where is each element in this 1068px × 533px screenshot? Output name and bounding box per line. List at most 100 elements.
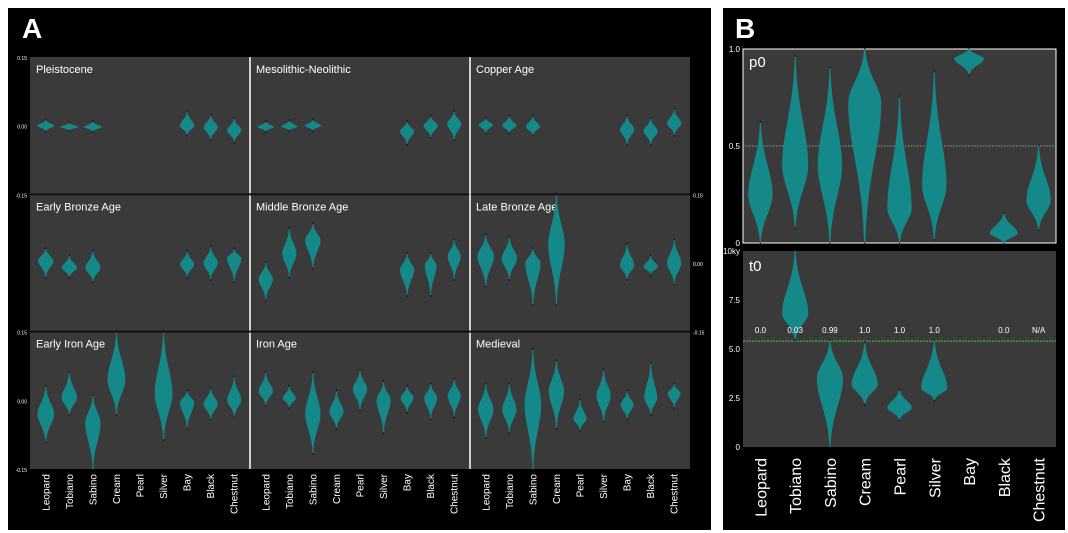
a-late-bronze-age-violin-bay bbox=[620, 244, 635, 279]
a-xlabel-silver: Silver bbox=[159, 473, 170, 499]
a-iron-age-violin-chestnut bbox=[447, 379, 461, 417]
a-pleistocene-violin-sabino bbox=[84, 122, 102, 132]
a-xlabel-leopard: Leopard bbox=[261, 474, 272, 511]
a-mesolithic-neolithic-violin-sabino bbox=[304, 120, 322, 131]
a-copper-age-violin-bay bbox=[620, 116, 635, 144]
a-copper-age-violin-leopard bbox=[478, 118, 493, 133]
subplot-title-middle-bronze-age: Middle Bronze Age bbox=[256, 201, 348, 213]
a-copper-age-violin-tobiano bbox=[502, 116, 517, 133]
t0-annotation-pearl: 1.0 bbox=[894, 326, 906, 335]
a-ytick-row2: 0.00 bbox=[693, 262, 703, 268]
b-xlabel-chestnut: Chestnut bbox=[1032, 457, 1049, 522]
a-copper-age-violin-sabino bbox=[525, 116, 540, 135]
subplot-title-iron-age: Iron Age bbox=[256, 339, 297, 351]
a-xlabel-chestnut: Chestnut bbox=[230, 474, 241, 514]
t0-annotation-black: 0.0 bbox=[998, 326, 1010, 335]
a-late-bronze-age-violin-cream bbox=[548, 194, 565, 305]
t0-ytick: 5.0 bbox=[729, 345, 741, 354]
a-early-iron-age-violin-cream bbox=[107, 331, 126, 415]
a-early-bronze-age-violin-sabino bbox=[85, 251, 101, 282]
a-medieval-violin-silver bbox=[596, 370, 611, 421]
b-xlabel-leopard: Leopard bbox=[753, 458, 770, 517]
a-xlabel-cream: Cream bbox=[112, 474, 123, 504]
subplot-title-mesolithic-neolithic: Mesolithic-Neolithic bbox=[256, 64, 351, 76]
a-pleistocene-violin-bay bbox=[180, 111, 195, 135]
a-pleistocene-violin-black bbox=[203, 115, 218, 140]
a-ytick-row1: 0.15 bbox=[17, 56, 27, 62]
a-early-iron-age-violin-sabino bbox=[85, 395, 101, 469]
a-xlabel-bay: Bay bbox=[623, 474, 634, 491]
a-xlabel-silver: Silver bbox=[599, 473, 610, 499]
a-medieval-violin-pearl bbox=[573, 400, 587, 431]
a-xlabel-black: Black bbox=[426, 473, 437, 498]
a-middle-bronze-age-violin-black bbox=[424, 253, 437, 295]
a-early-iron-age-violin-chestnut bbox=[227, 377, 242, 417]
a-xlabel-black: Black bbox=[646, 473, 657, 498]
a-ytick-row2: -0.15 bbox=[693, 331, 705, 337]
a-xlabel-black: Black bbox=[206, 473, 217, 498]
a-medieval-violin-chestnut bbox=[667, 384, 681, 408]
p0-violin-chestnut bbox=[1026, 146, 1051, 230]
p0-violin-bay bbox=[954, 49, 984, 75]
a-xlabel-bay: Bay bbox=[183, 474, 194, 491]
a-xlabel-tobiano: Tobiano bbox=[285, 474, 296, 509]
a-medieval-violin-cream bbox=[548, 361, 565, 428]
a-middle-bronze-age-violin-sabino bbox=[305, 224, 321, 268]
a-xlabel-cream: Cream bbox=[552, 474, 563, 504]
a-medieval-violin-bay bbox=[620, 391, 634, 419]
a-xlabel-chestnut: Chestnut bbox=[450, 474, 461, 514]
a-mesolithic-neolithic-violin-tobiano bbox=[281, 121, 298, 131]
a-early-bronze-age-violin-bay bbox=[180, 251, 195, 277]
a-ytick-row3: 0.00 bbox=[17, 399, 27, 405]
a-iron-age-violin-pearl bbox=[352, 370, 368, 410]
p0-ytick: 0.5 bbox=[729, 142, 741, 151]
t0-title: t0 bbox=[749, 258, 762, 275]
a-ytick-row1: 0.00 bbox=[17, 125, 27, 131]
a-xlabel-chestnut: Chestnut bbox=[670, 474, 681, 514]
a-early-bronze-age-violin-black bbox=[203, 247, 218, 279]
p0-violin-tobiano bbox=[782, 56, 809, 228]
subplot-title-medieval: Medieval bbox=[476, 339, 520, 351]
a-early-iron-age-violin-silver bbox=[154, 331, 173, 440]
p0-violin-black bbox=[989, 213, 1018, 243]
panel-a-label: A bbox=[22, 13, 42, 44]
a-medieval-violin-leopard bbox=[478, 384, 494, 437]
t0-violin-silver bbox=[921, 341, 948, 400]
subplot-middle-bronze-age bbox=[250, 194, 470, 332]
a-copper-age-violin-black bbox=[643, 118, 658, 144]
a-middle-bronze-age-violin-tobiano bbox=[282, 228, 297, 277]
a-iron-age-violin-silver bbox=[376, 382, 391, 433]
a-xlabel-silver: Silver bbox=[379, 473, 390, 499]
a-early-iron-age-violin-black bbox=[203, 388, 218, 419]
a-ytick-row3: 0.15 bbox=[17, 331, 27, 337]
a-late-bronze-age-violin-sabino bbox=[525, 249, 541, 305]
b-xlabel-tobiano: Tobiano bbox=[788, 458, 805, 514]
subplot-title-late-bronze-age: Late Bronze Age bbox=[476, 201, 557, 213]
a-iron-age-violin-leopard bbox=[258, 372, 273, 405]
a-early-iron-age-violin-bay bbox=[180, 391, 195, 428]
t0-violin-tobiano bbox=[782, 251, 809, 340]
a-early-bronze-age-violin-chestnut bbox=[227, 249, 242, 282]
b-xlabel-sabino: Sabino bbox=[823, 458, 840, 508]
a-mesolithic-neolithic-violin-bay bbox=[400, 122, 415, 144]
t0-ytick: 0 bbox=[736, 443, 741, 452]
p0-violin-leopard bbox=[748, 122, 773, 243]
t0-annotation-tobiano: 0.03 bbox=[787, 326, 803, 335]
a-mesolithic-neolithic-violin-chestnut bbox=[447, 111, 462, 140]
a-middle-bronze-age-violin-bay bbox=[400, 253, 415, 295]
t0-annotation-chestnut: N/A bbox=[1032, 326, 1046, 335]
a-early-iron-age-violin-leopard bbox=[37, 386, 54, 442]
a-xlabel-tobiano: Tobiano bbox=[65, 474, 76, 509]
a-xlabel-tobiano: Tobiano bbox=[505, 474, 516, 509]
a-mesolithic-neolithic-violin-black bbox=[423, 116, 438, 138]
subplot-title-copper-age: Copper Age bbox=[476, 64, 534, 76]
subplot-title-early-iron-age: Early Iron Age bbox=[36, 339, 105, 351]
a-iron-age-violin-tobiano bbox=[282, 386, 296, 408]
p0-violin-pearl bbox=[887, 97, 912, 243]
a-pleistocene-violin-leopard bbox=[37, 120, 54, 132]
a-late-bronze-age-violin-black bbox=[643, 256, 658, 275]
b-xlabel-black: Black bbox=[997, 457, 1014, 497]
a-xlabel-cream: Cream bbox=[332, 474, 343, 504]
violin-plots: Pleistocene Mesolithic-Neolithic Copper Ag… bbox=[16, 45, 1057, 522]
a-copper-age-violin-chestnut bbox=[667, 109, 682, 135]
